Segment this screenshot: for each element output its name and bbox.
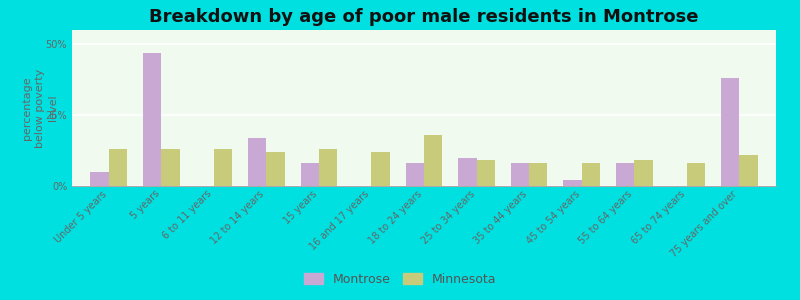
Bar [582, 163, 600, 186]
Legend: Montrose, Minnesota: Montrose, Minnesota [299, 268, 501, 291]
Bar [319, 149, 338, 186]
Bar [529, 163, 547, 186]
Bar [90, 172, 109, 186]
Bar [458, 158, 477, 186]
Bar [266, 152, 285, 186]
Bar [616, 163, 634, 186]
Bar [477, 160, 495, 186]
Bar [143, 53, 162, 186]
Bar [406, 163, 424, 186]
Bar [634, 160, 653, 186]
Bar [424, 135, 442, 186]
Bar [371, 152, 390, 186]
Y-axis label: percentage
below poverty
level: percentage below poverty level [22, 68, 58, 148]
Bar [510, 163, 529, 186]
Bar [301, 163, 319, 186]
Title: Breakdown by age of poor male residents in Montrose: Breakdown by age of poor male residents … [150, 8, 698, 26]
Bar [739, 155, 758, 186]
Bar [162, 149, 180, 186]
Bar [563, 180, 582, 186]
Bar [686, 163, 705, 186]
Bar [109, 149, 127, 186]
Bar [214, 149, 232, 186]
Bar [248, 138, 266, 186]
Bar [721, 78, 739, 186]
